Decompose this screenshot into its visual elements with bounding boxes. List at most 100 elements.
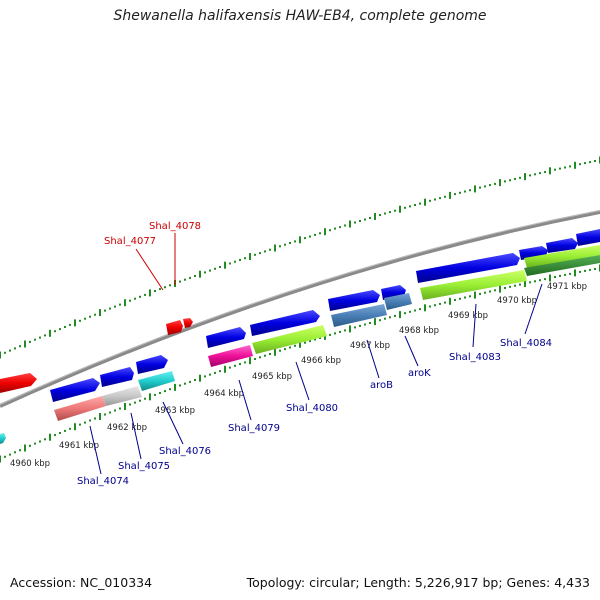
minor-tick — [429, 199, 431, 202]
minor-tick — [29, 340, 31, 343]
minor-tick — [304, 237, 306, 240]
minor-tick — [169, 284, 171, 287]
minor-tick — [494, 289, 496, 292]
kbp-label: 4967 kbp — [350, 341, 390, 351]
minor-tick — [229, 262, 231, 265]
minor-tick — [194, 275, 196, 277]
gene-label-shal-4076[interactable]: Shal_4076 — [159, 446, 211, 457]
minor-tick — [579, 163, 581, 166]
gene-block-cyan-left — [0, 433, 6, 444]
major-tick — [349, 325, 351, 333]
gene-block-red-small-2 — [183, 318, 193, 328]
gene-label-shal-4079[interactable]: Shal_4079 — [228, 423, 280, 434]
leader-shal-4080 — [295, 361, 310, 401]
gene-label-shal-4084[interactable]: Shal_4084 — [500, 338, 552, 349]
major-tick — [549, 167, 551, 175]
minor-tick — [354, 326, 356, 329]
major-tick — [274, 244, 276, 252]
minor-tick — [519, 283, 521, 286]
minor-tick — [489, 290, 491, 293]
minor-tick — [419, 202, 421, 205]
gene-label-arok[interactable]: aroK — [408, 368, 431, 379]
minor-tick — [219, 266, 221, 268]
minor-tick — [264, 250, 266, 253]
kbp-label: 4961 kbp — [59, 441, 99, 451]
minor-tick — [184, 382, 186, 385]
gene-block-darkgreen — [524, 255, 600, 276]
minor-tick — [269, 248, 271, 251]
gene-label-shal-4080[interactable]: Shal_4080 — [286, 403, 338, 414]
major-tick — [49, 433, 51, 441]
minor-tick — [109, 411, 111, 414]
minor-tick — [79, 319, 81, 322]
genome-backbone — [0, 210, 600, 408]
gene-block-steel-2 — [384, 293, 412, 310]
kbp-label: 4968 kbp — [399, 326, 439, 336]
leader-shal-4076 — [162, 401, 184, 445]
minor-tick — [414, 309, 416, 312]
minor-tick — [44, 438, 46, 441]
minor-tick — [114, 409, 116, 412]
minor-tick — [544, 278, 546, 281]
minor-tick — [129, 403, 131, 406]
major-tick — [199, 270, 201, 278]
minor-tick — [119, 303, 121, 306]
major-tick — [124, 403, 126, 410]
minor-tick — [314, 233, 316, 236]
minor-tick — [379, 214, 381, 216]
gene-label-shal-4074[interactable]: Shal_4074 — [77, 476, 129, 487]
minor-tick — [289, 346, 291, 349]
minor-tick — [269, 353, 271, 355]
minor-tick — [54, 330, 56, 333]
minor-tick — [589, 161, 591, 164]
minor-tick — [554, 276, 556, 278]
minor-tick — [369, 217, 371, 219]
major-tick — [124, 299, 126, 307]
gene-block-blue-1 — [50, 378, 100, 402]
major-tick — [249, 357, 251, 365]
inner-tick-ring — [0, 264, 600, 463]
minor-tick — [364, 218, 366, 221]
minor-tick — [144, 397, 146, 400]
major-tick — [374, 213, 376, 220]
minor-tick — [89, 315, 91, 318]
minor-tick — [234, 364, 236, 367]
minor-tick — [164, 390, 166, 393]
gene-label-shal-4075[interactable]: Shal_4075 — [118, 461, 170, 472]
minor-tick — [234, 260, 236, 263]
minor-tick — [564, 166, 566, 169]
gene-label-shal-4078[interactable]: Shal_4078 — [149, 221, 201, 232]
kbp-label: 4963 kbp — [155, 406, 195, 416]
minor-tick — [129, 299, 131, 302]
gene-label-shal-4083[interactable]: Shal_4083 — [449, 352, 501, 363]
major-tick — [424, 304, 426, 312]
minor-tick — [529, 281, 531, 284]
minor-tick — [339, 226, 341, 229]
kbp-label: 4962 kbp — [107, 423, 147, 433]
minor-tick — [334, 227, 336, 230]
minor-tick — [139, 399, 141, 402]
minor-tick — [484, 185, 486, 188]
minor-tick — [294, 344, 296, 347]
major-tick — [399, 311, 401, 319]
minor-tick — [329, 229, 331, 232]
minor-tick — [434, 198, 436, 201]
minor-tick — [454, 193, 456, 196]
gene-block-blue-3 — [136, 355, 168, 374]
gene-label-shal-4077[interactable]: Shal_4077 — [104, 236, 156, 247]
minor-tick — [14, 347, 16, 350]
leader-arok — [404, 335, 419, 367]
minor-tick — [489, 184, 491, 187]
minor-tick — [134, 401, 136, 404]
minor-tick — [114, 305, 116, 308]
gene-block-red-left — [0, 373, 37, 393]
minor-tick — [344, 329, 346, 332]
gene-block-blue-2 — [100, 367, 134, 387]
major-tick — [449, 297, 451, 305]
minor-tick — [509, 179, 511, 182]
reverse-strand-genes — [0, 245, 600, 444]
gene-block-blue-6 — [328, 290, 380, 311]
gene-block-grey — [102, 386, 142, 406]
gene-label-arob[interactable]: aroB — [370, 380, 393, 391]
